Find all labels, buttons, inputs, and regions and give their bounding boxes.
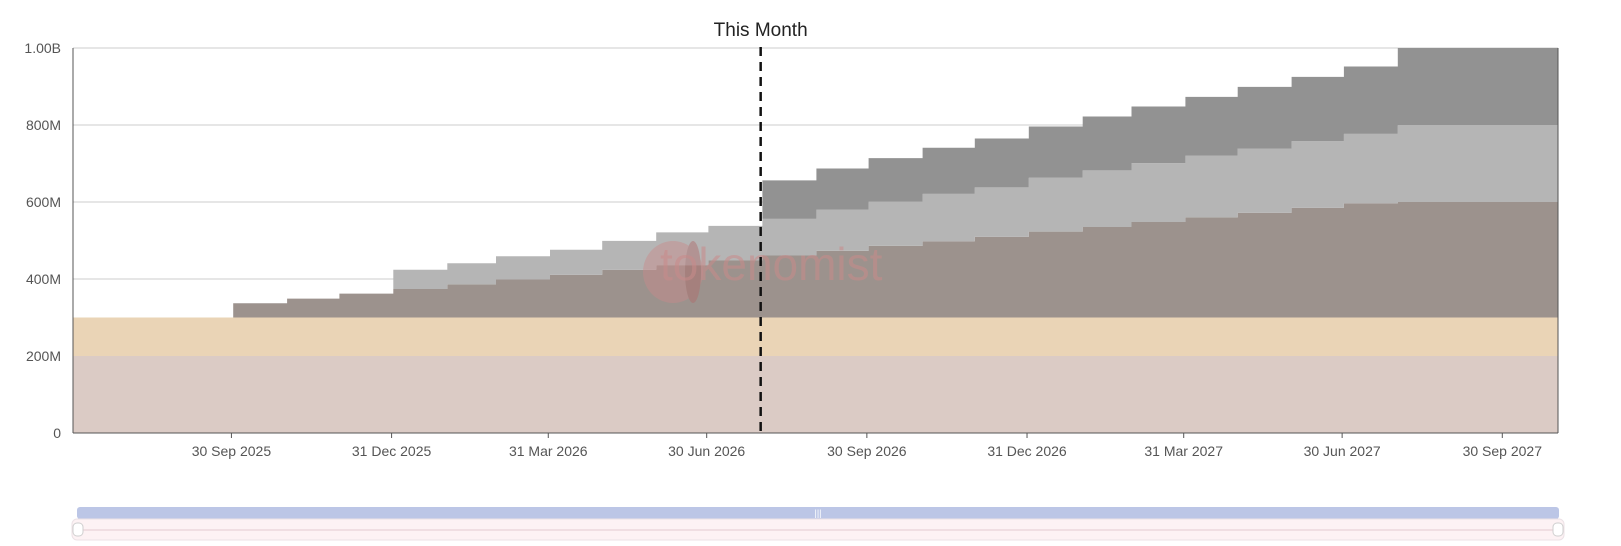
range-slider[interactable]: ||| bbox=[71, 507, 1565, 541]
this-month-marker: This Month bbox=[714, 20, 808, 433]
range-slider-bar[interactable] bbox=[77, 507, 1559, 519]
area-series-2 bbox=[73, 317, 1558, 356]
range-slider-grip-icon[interactable]: ||| bbox=[814, 508, 821, 518]
y-axis-ticks: 0 200M 400M 600M 800M 1.00B bbox=[24, 40, 61, 441]
y-tick-label: 1.00B bbox=[24, 40, 61, 56]
area-series-3 bbox=[73, 202, 1558, 318]
y-tick-label: 800M bbox=[26, 117, 61, 133]
x-tick-label: 30 Sep 2027 bbox=[1463, 443, 1543, 459]
area-series-5 bbox=[73, 48, 1558, 318]
y-tick-label: 200M bbox=[26, 348, 61, 364]
y-tick-label: 400M bbox=[26, 271, 61, 287]
x-tick-label: 31 Dec 2025 bbox=[352, 443, 432, 459]
axes bbox=[72, 48, 1559, 434]
watermark-logo-stroke bbox=[685, 241, 701, 303]
watermark-text: tokenomist bbox=[660, 238, 883, 290]
range-slider-right-handle[interactable] bbox=[1552, 522, 1564, 537]
y-tick-label: 600M bbox=[26, 194, 61, 210]
x-tick-label: 30 Jun 2026 bbox=[668, 443, 745, 459]
x-tick-label: 31 Mar 2026 bbox=[509, 443, 588, 459]
x-tick-label: 30 Sep 2026 bbox=[827, 443, 907, 459]
y-tick-label: 0 bbox=[53, 425, 61, 441]
area-series bbox=[73, 48, 1558, 433]
this-month-label: This Month bbox=[714, 20, 808, 41]
x-tick-label: 31 Mar 2027 bbox=[1144, 443, 1223, 459]
area-series-1 bbox=[73, 356, 1558, 433]
range-slider-left-handle[interactable] bbox=[72, 522, 84, 537]
watermark-logo-icon bbox=[643, 241, 703, 303]
x-tick-label: 31 Dec 2026 bbox=[987, 443, 1067, 459]
watermark-logo-circle bbox=[643, 241, 703, 303]
area-series-4 bbox=[73, 125, 1558, 318]
x-axis-ticks: 30 Sep 2025 31 Dec 2025 31 Mar 2026 30 Jun … bbox=[192, 433, 1542, 459]
x-tick-label: 30 Jun 2027 bbox=[1304, 443, 1381, 459]
x-tick-label: 30 Sep 2025 bbox=[192, 443, 272, 459]
